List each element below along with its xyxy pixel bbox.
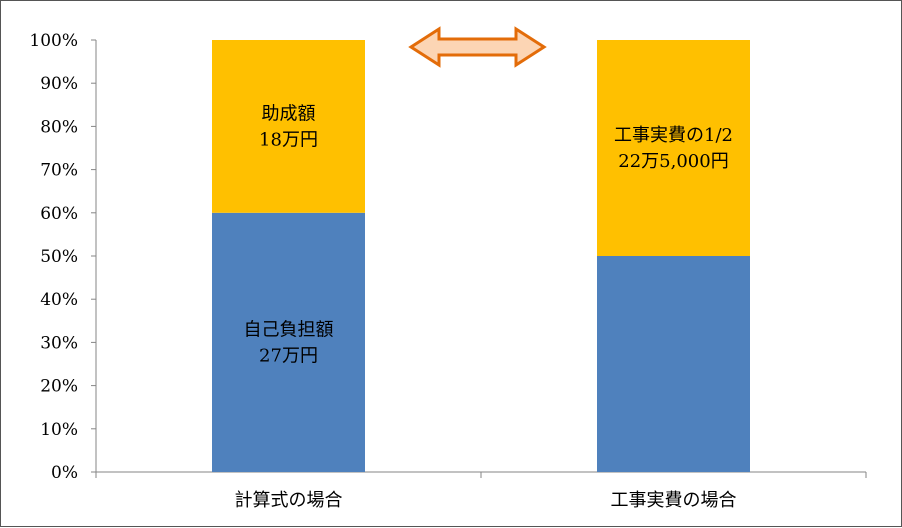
y-tick-label: 70% <box>40 161 78 181</box>
bars <box>212 40 750 473</box>
y-tick-label: 40% <box>40 290 78 310</box>
data-label: 自己負担額 <box>244 319 334 340</box>
bar-segment <box>597 256 750 472</box>
y-tick-label: 90% <box>40 74 78 94</box>
axes: 0% 10% 20% 30% 40% 50% 60% 70% 80% 90% 100% 計算式の場合 工… <box>29 31 867 511</box>
double-arrow-annotation <box>408 26 547 68</box>
data-label: 助成額 <box>262 103 316 124</box>
y-tick-label: 20% <box>40 377 78 397</box>
bar-segment <box>212 212 365 473</box>
x-category-label: 計算式の場合 <box>235 490 343 511</box>
y-tick-label: 60% <box>40 204 78 224</box>
double-arrow-icon <box>408 26 547 68</box>
y-tick-label: 50% <box>40 247 78 267</box>
y-tick-label: 10% <box>40 420 78 440</box>
y-tick-label: 100% <box>29 31 78 51</box>
y-tick-label: 80% <box>40 117 78 137</box>
data-label: 27万円 <box>259 345 318 366</box>
bar-segment <box>212 40 365 213</box>
bar-segment <box>597 40 750 256</box>
data-label: 工事実費の1/2 <box>614 125 733 146</box>
segment-labels: 自己負担額 27万円 助成額 18万円 工事実費の1/2 22万5,000円 <box>244 103 733 366</box>
x-category-label: 工事実費の場合 <box>611 490 737 511</box>
y-tick-label: 30% <box>40 333 78 353</box>
data-label: 22万5,000円 <box>618 151 728 172</box>
data-label: 18万円 <box>259 129 318 150</box>
y-tick-label: 0% <box>51 463 78 483</box>
